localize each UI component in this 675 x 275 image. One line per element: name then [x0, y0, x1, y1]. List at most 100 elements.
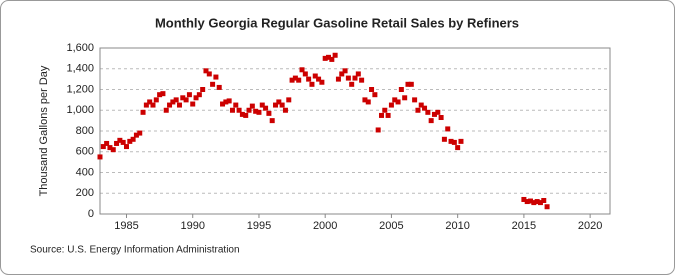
point — [193, 95, 199, 101]
point — [425, 109, 431, 115]
point — [339, 71, 345, 77]
point — [150, 102, 156, 108]
point — [167, 102, 173, 108]
point — [329, 56, 335, 62]
point — [296, 77, 302, 83]
point — [256, 109, 262, 115]
point — [259, 102, 265, 108]
point — [372, 92, 378, 98]
point — [392, 97, 398, 103]
point — [395, 99, 401, 105]
point — [97, 154, 103, 160]
point — [140, 109, 146, 115]
point — [418, 102, 424, 108]
point — [528, 198, 534, 204]
point — [176, 102, 182, 108]
point — [441, 136, 447, 142]
point — [190, 101, 196, 107]
chart-title: Monthly Georgia Regular Gasoline Retail … — [155, 15, 519, 30]
point — [266, 110, 272, 116]
point — [388, 102, 394, 108]
point — [114, 140, 120, 146]
point — [279, 102, 285, 108]
point — [143, 102, 149, 108]
point — [229, 107, 235, 113]
y-tick-label: 400 — [76, 166, 94, 178]
point — [385, 112, 391, 118]
point — [541, 198, 547, 204]
point — [243, 112, 249, 118]
point — [521, 196, 527, 202]
point — [309, 81, 315, 87]
point — [216, 84, 222, 90]
point — [123, 144, 129, 150]
plot-border — [99, 47, 611, 215]
point — [213, 74, 219, 80]
point — [435, 109, 441, 115]
x-tick-label: 2000 — [313, 220, 337, 232]
source: Source: U.S. Energy Information Administ… — [30, 245, 240, 256]
point — [458, 138, 464, 144]
point — [183, 97, 189, 103]
point — [448, 138, 454, 144]
point — [335, 76, 341, 82]
point — [428, 118, 434, 124]
point — [378, 112, 384, 118]
x-tick-label: 2020 — [578, 220, 602, 232]
point — [455, 145, 461, 151]
point — [445, 126, 451, 132]
point — [286, 97, 292, 103]
point — [289, 77, 295, 83]
point — [196, 92, 202, 98]
point — [408, 81, 414, 87]
y-tick-label: 1,400 — [66, 63, 94, 75]
point — [306, 76, 312, 82]
point — [170, 99, 176, 105]
point — [160, 91, 166, 97]
point — [200, 87, 206, 92]
point — [302, 71, 308, 77]
y-tick-label: 200 — [76, 187, 94, 199]
point — [319, 79, 325, 85]
point — [326, 54, 332, 60]
point — [249, 103, 255, 109]
point — [117, 137, 123, 143]
point — [355, 71, 361, 77]
point — [534, 199, 540, 205]
point — [130, 136, 136, 142]
point — [269, 118, 275, 124]
point — [127, 138, 133, 144]
point — [180, 95, 186, 101]
point — [276, 99, 282, 105]
point — [544, 204, 550, 210]
point — [104, 140, 110, 146]
point — [263, 105, 269, 111]
x-tick-label: 1985 — [114, 220, 138, 232]
point — [210, 81, 216, 87]
y-tick-label: 0 — [88, 208, 94, 220]
point — [438, 115, 444, 121]
point — [233, 102, 239, 108]
y-tick-label: 1,600 — [66, 42, 94, 54]
point — [120, 139, 126, 145]
point — [349, 81, 355, 87]
y-tick-label: 600 — [76, 146, 94, 158]
point — [299, 67, 305, 73]
point — [412, 97, 418, 103]
x-tick-label: 2005 — [379, 220, 403, 232]
point — [147, 99, 153, 105]
point — [153, 97, 159, 103]
point — [220, 101, 226, 107]
point — [362, 97, 368, 103]
point — [133, 132, 139, 138]
point — [292, 75, 298, 81]
point — [226, 98, 232, 104]
x-tick-label: 2010 — [445, 220, 469, 232]
point — [332, 52, 338, 58]
point — [431, 111, 437, 117]
point — [451, 139, 457, 145]
point — [352, 75, 358, 81]
point — [312, 73, 318, 79]
point — [402, 95, 408, 101]
